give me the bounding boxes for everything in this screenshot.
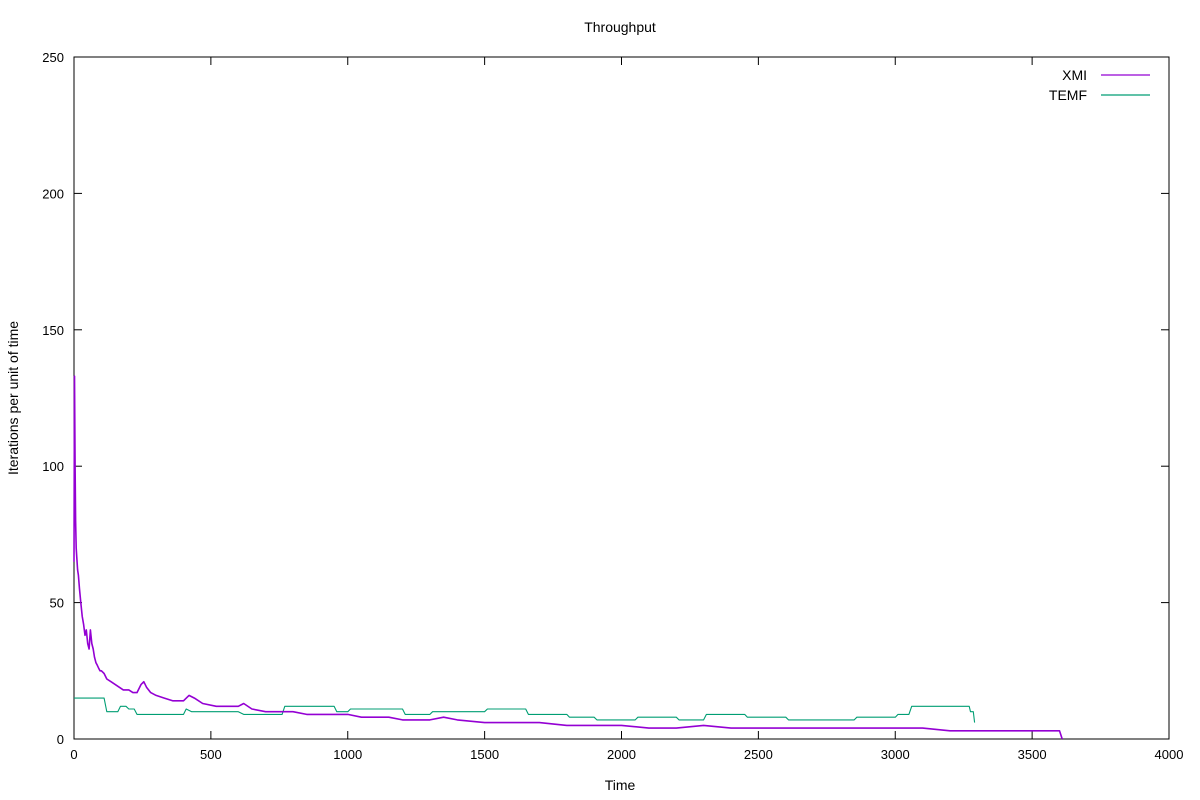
x-tick-label: 0 (70, 747, 77, 762)
x-tick-label: 4000 (1155, 747, 1184, 762)
legend: XMI TEMF (1049, 67, 1150, 103)
y-tick-label: 100 (42, 459, 64, 474)
y-tick-label: 250 (42, 50, 64, 65)
series-line-xmi (73, 375, 1063, 740)
series-layer (73, 375, 1063, 740)
x-tick-label: 2500 (744, 747, 773, 762)
y-axis-ticks: 0 50 100 150 200 250 (42, 50, 1169, 747)
y-tick-label: 150 (42, 323, 64, 338)
y-tick-label: 0 (57, 732, 64, 747)
y-axis-label: Iterations per unit of time (5, 321, 21, 475)
x-tick-label: 500 (200, 747, 222, 762)
x-tick-label: 3500 (1018, 747, 1047, 762)
legend-label-xmi: XMI (1062, 67, 1087, 83)
series-line-temf (74, 697, 976, 723)
x-tick-label: 3000 (881, 747, 910, 762)
x-tick-label: 1000 (333, 747, 362, 762)
plot-frame (73, 56, 1170, 740)
x-axis-label: Time (605, 777, 636, 793)
legend-label-temf: TEMF (1049, 87, 1087, 103)
y-tick-label: 50 (50, 596, 64, 611)
x-tick-label: 1500 (470, 747, 499, 762)
y-tick-label: 200 (42, 186, 64, 201)
x-tick-label: 2000 (607, 747, 636, 762)
x-axis-ticks: 0 500 1000 1500 2000 2500 3000 3500 4000 (70, 57, 1183, 762)
chart-title: Throughput (584, 19, 656, 35)
